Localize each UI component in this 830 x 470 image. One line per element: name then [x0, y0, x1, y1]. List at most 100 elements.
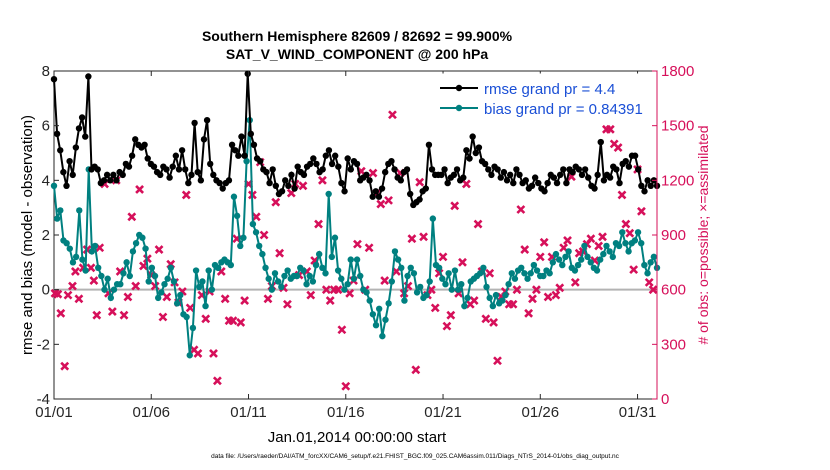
- obs-marker: [508, 299, 518, 309]
- bias-marker: [53, 215, 61, 222]
- bias-marker: [445, 270, 452, 277]
- obs-marker: [162, 292, 172, 302]
- rmse-marker: [475, 144, 483, 151]
- rmse-marker: [257, 158, 264, 165]
- bias-marker: [407, 264, 414, 271]
- bias-marker: [281, 272, 288, 280]
- obs-marker: [407, 234, 417, 244]
- y-tick-label-right: 0: [661, 391, 669, 408]
- bias-marker: [363, 289, 370, 296]
- rmse-marker: [485, 166, 492, 173]
- rmse-marker: [325, 147, 333, 154]
- bias-series-markers: [50, 117, 661, 359]
- obs-marker: [376, 199, 386, 209]
- obs-marker: [56, 308, 66, 318]
- rmse-marker: [150, 163, 158, 170]
- rmse-marker: [119, 171, 126, 179]
- rmse-marker: [625, 163, 633, 170]
- obs-marker: [520, 245, 530, 254]
- rmse-marker: [53, 130, 61, 138]
- rmse-marker: [328, 160, 336, 168]
- rmse-marker: [344, 155, 351, 162]
- obs-marker: [415, 177, 425, 187]
- bias-marker: [183, 313, 190, 321]
- obs-marker: [135, 185, 145, 194]
- obs-marker: [107, 307, 117, 316]
- rmse-marker: [69, 171, 76, 179]
- rmse-marker: [313, 160, 320, 168]
- rmse-marker: [594, 171, 601, 179]
- bias-marker: [237, 242, 244, 250]
- bias-marker: [546, 270, 553, 277]
- bias-marker: [79, 256, 86, 263]
- obs-marker: [236, 318, 246, 327]
- rmse-marker: [294, 163, 301, 170]
- rmse-marker: [72, 144, 80, 151]
- rmse-marker: [225, 177, 233, 184]
- obs-marker: [621, 219, 631, 229]
- bias-marker: [382, 316, 389, 323]
- obs-marker: [341, 381, 351, 391]
- obs-marker: [598, 232, 607, 242]
- bias-marker: [641, 261, 648, 269]
- obs-marker: [364, 243, 374, 253]
- rmse-marker: [300, 171, 308, 179]
- legend-rmse-label: rmse grand pr = 4.4: [484, 81, 615, 98]
- y-tick-label-right: 1500: [661, 118, 694, 135]
- obs-marker: [263, 294, 273, 304]
- bias-marker: [505, 281, 512, 288]
- bias-marker: [57, 207, 64, 214]
- obs-marker: [586, 234, 596, 244]
- y-tick-label-right: 600: [661, 282, 686, 299]
- obs-marker: [438, 252, 448, 262]
- rmse-marker: [157, 171, 164, 179]
- legend: rmse grand pr = 4.4 bias grand pr = 0.84…: [433, 73, 653, 119]
- rmse-marker: [425, 141, 433, 148]
- bias-marker: [325, 190, 332, 198]
- rmse-marker: [319, 166, 326, 173]
- rmse-marker: [188, 171, 195, 179]
- bias-marker: [581, 242, 588, 250]
- bias-marker: [521, 270, 528, 277]
- bias-marker: [101, 286, 108, 293]
- obs-marker: [446, 310, 456, 320]
- y-tick-label-left: -4: [37, 391, 50, 408]
- bias-marker: [129, 248, 137, 255]
- rmse-marker: [347, 166, 355, 173]
- x-tick-label: 01/01: [35, 404, 73, 421]
- bias-marker: [578, 256, 585, 263]
- rmse-marker: [353, 160, 361, 168]
- obs-marker: [181, 190, 191, 200]
- obs-marker: [131, 281, 141, 291]
- bias-marker: [571, 267, 579, 274]
- rmse-marker: [422, 185, 429, 192]
- rmse-marker: [78, 114, 86, 121]
- rmse-marker: [591, 185, 598, 192]
- rmse-marker: [178, 147, 186, 154]
- bias-marker: [110, 286, 118, 293]
- data-file-footer: data file: /Users/raeder/DAI/ATM_forcXX/…: [211, 453, 620, 460]
- bias-marker: [82, 267, 89, 274]
- bias-marker: [98, 272, 105, 280]
- obs-marker: [380, 276, 390, 285]
- obs-marker: [298, 181, 308, 191]
- rmse-marker: [66, 158, 73, 165]
- rmse-marker: [378, 185, 386, 192]
- bias-marker: [271, 270, 279, 277]
- obs-marker: [535, 252, 545, 262]
- bias-marker: [410, 270, 418, 277]
- rmse-marker: [110, 171, 117, 179]
- bias-marker: [167, 264, 175, 271]
- obs-marker: [458, 257, 467, 267]
- rmse-marker: [438, 171, 445, 179]
- bias-marker: [259, 250, 266, 258]
- bias-marker: [634, 229, 642, 236]
- obs-marker: [384, 195, 393, 205]
- rmse-marker: [210, 171, 217, 179]
- obs-marker: [318, 175, 327, 185]
- rmse-marker: [585, 174, 592, 181]
- y-tick-label-left: -2: [37, 336, 50, 353]
- rmse-marker: [107, 177, 114, 184]
- obs-marker: [314, 219, 323, 229]
